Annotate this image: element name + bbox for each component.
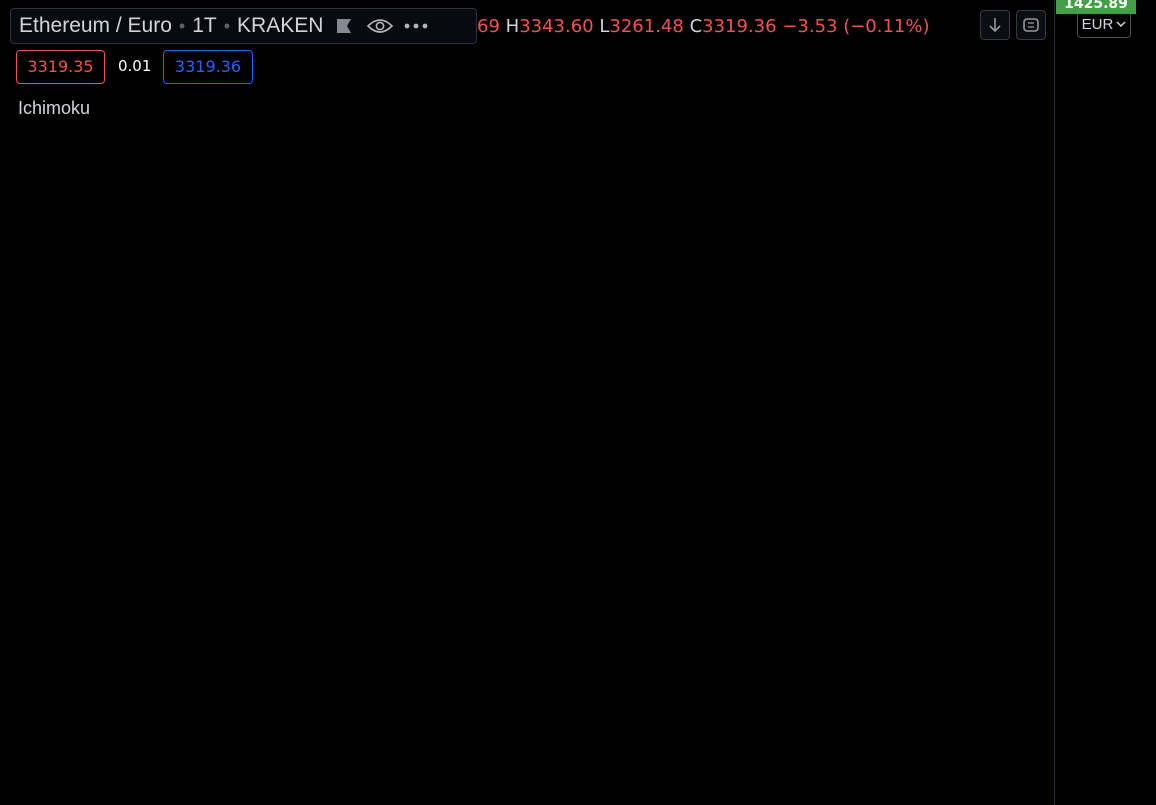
symbol-title: Ethereum / Euro • 1T • KRAKEN bbox=[19, 14, 323, 38]
flag-icon[interactable] bbox=[329, 11, 359, 41]
high-label: H bbox=[505, 16, 520, 37]
close-label: C bbox=[689, 16, 703, 37]
chart-canvas[interactable] bbox=[0, 0, 1054, 805]
chart-area[interactable] bbox=[0, 0, 1054, 805]
low-value: 3261.48 bbox=[609, 16, 684, 37]
symbol-exchange: KRAKEN bbox=[237, 14, 324, 37]
chevron-down-icon bbox=[1116, 21, 1126, 28]
price-scale[interactable]: 13000.0011000.009400.007800.006600.00560… bbox=[1054, 0, 1156, 805]
close-value: 3319.36 bbox=[702, 16, 777, 37]
symbol-timeframe[interactable]: 1T bbox=[192, 14, 217, 37]
currency-selector[interactable]: EUR bbox=[1077, 10, 1131, 38]
high-value: 3343.60 bbox=[519, 16, 594, 37]
fullscreen-button[interactable] bbox=[1016, 10, 1046, 40]
scroll-down-button[interactable] bbox=[980, 10, 1010, 40]
symbol-header[interactable]: Ethereum / Euro • 1T • KRAKEN bbox=[10, 8, 477, 44]
indicator-legend[interactable]: Ichimoku bbox=[18, 98, 91, 118]
separator-dot: • bbox=[178, 16, 186, 36]
eye-icon[interactable] bbox=[365, 11, 395, 41]
ohlc-legend: 69 H3343.60 L3261.48 C3319.36 −3.53 (−0.… bbox=[477, 16, 930, 37]
sell-price-button[interactable]: 3319.35 bbox=[16, 50, 105, 84]
currency-label: EUR bbox=[1081, 15, 1114, 33]
change-value: −3.53 (−0.11%) bbox=[782, 16, 930, 37]
spread-value: 0.01 bbox=[118, 57, 152, 75]
price-label-green: 1425.89 bbox=[1056, 0, 1136, 14]
arrow-down-icon bbox=[989, 18, 1001, 33]
symbol-name: Ethereum / Euro bbox=[19, 14, 172, 37]
low-label: L bbox=[599, 16, 610, 37]
more-icon[interactable] bbox=[401, 11, 431, 41]
fullscreen-icon bbox=[1023, 18, 1039, 32]
separator-dot: • bbox=[223, 16, 231, 36]
open-value: 69 bbox=[477, 16, 500, 37]
buy-price-button[interactable]: 3319.36 bbox=[163, 50, 253, 84]
